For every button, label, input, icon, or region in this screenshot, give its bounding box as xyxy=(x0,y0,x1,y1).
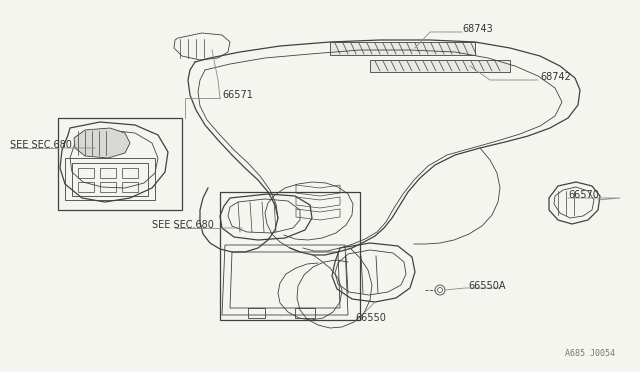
Text: A685 J0054: A685 J0054 xyxy=(565,349,615,358)
Polygon shape xyxy=(330,42,475,55)
Text: 66570: 66570 xyxy=(568,190,599,200)
Text: SEE SEC.680: SEE SEC.680 xyxy=(152,220,214,230)
Text: SEE SEC.680: SEE SEC.680 xyxy=(10,140,72,150)
Text: 66550: 66550 xyxy=(355,313,386,323)
Text: 66571: 66571 xyxy=(222,90,253,100)
Text: 68743: 68743 xyxy=(462,24,493,34)
Text: 68742: 68742 xyxy=(540,72,571,82)
Polygon shape xyxy=(74,128,130,158)
Text: 66550A: 66550A xyxy=(468,281,506,291)
Polygon shape xyxy=(370,60,510,72)
